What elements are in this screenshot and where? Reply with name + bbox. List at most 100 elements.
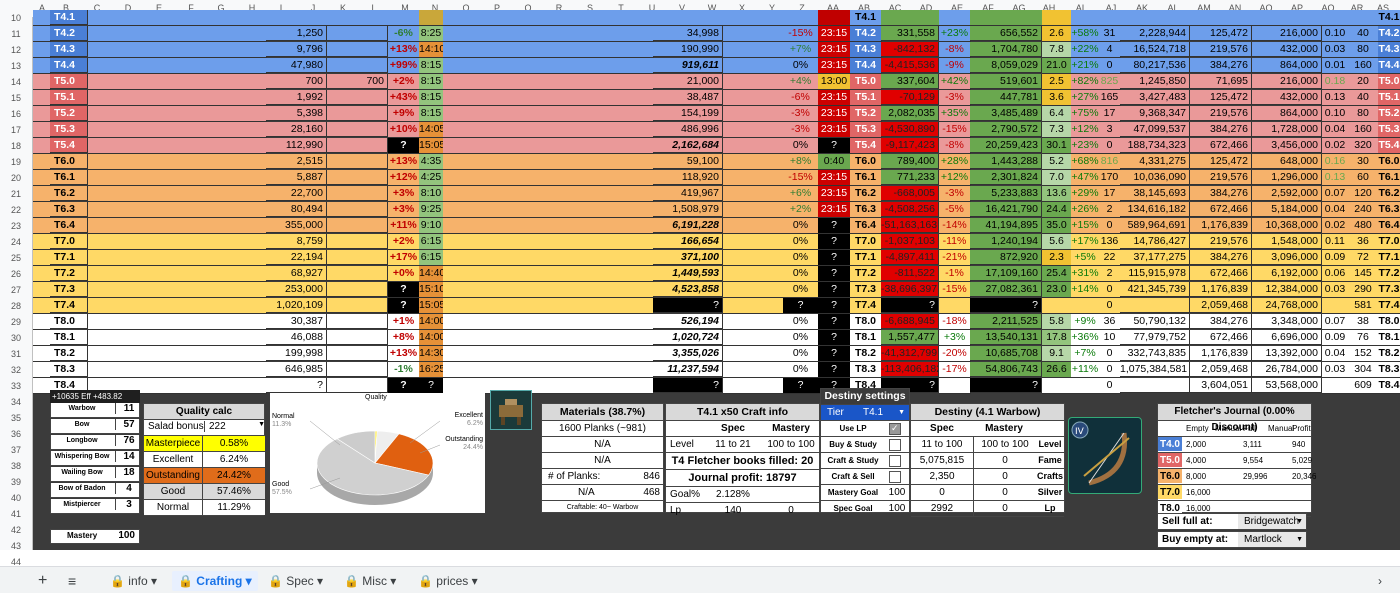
cost-cell[interactable]: 125,472 <box>1190 26 1252 41</box>
tier-label[interactable]: T8.0 <box>850 314 882 330</box>
cell[interactable] <box>473 202 504 218</box>
price-change-cell[interactable]: +4% <box>783 74 819 90</box>
cell[interactable] <box>723 186 754 202</box>
row-header[interactable]: 43 <box>10 541 21 551</box>
manual-price-cell[interactable] <box>327 362 388 377</box>
profit-cell[interactable]: -113,406,182 <box>881 362 939 377</box>
ratio-cell[interactable]: 25.4 <box>1042 266 1072 282</box>
cell[interactable] <box>88 250 120 266</box>
cell[interactable] <box>623 298 654 314</box>
ratio-cell[interactable]: 7.0 <box>1042 170 1072 186</box>
row-header[interactable]: 36 <box>10 429 21 439</box>
setting-checkbox[interactable] <box>889 439 901 451</box>
cell[interactable] <box>593 10 624 26</box>
journal-profit-cell[interactable]: 54,806,743 <box>970 362 1042 377</box>
profit-pct-cell[interactable]: -8% <box>939 42 971 58</box>
journal-empty-price[interactable]: 16,000 <box>1186 504 1211 513</box>
cell[interactable] <box>88 330 120 346</box>
cell[interactable] <box>213 170 245 186</box>
profit-pct-cell[interactable]: +35% <box>939 106 971 122</box>
column-header-z[interactable]: Z <box>799 3 805 13</box>
profit-pct-cell[interactable]: -9% <box>939 58 971 74</box>
silver-cell[interactable]: 2,592,000 <box>1252 186 1322 201</box>
column-header-an[interactable]: AN <box>1228 3 1242 13</box>
cost-cell[interactable]: 384,276 <box>1190 314 1252 329</box>
cell[interactable] <box>244 314 267 330</box>
ratio-pct-cell[interactable]: +23% <box>1071 138 1100 154</box>
cell[interactable] <box>150 42 183 58</box>
sell-time-cell[interactable]: 13:00 <box>818 74 851 90</box>
tier-label[interactable]: T7.2 <box>50 266 88 281</box>
manual-price-cell[interactable] <box>327 106 388 121</box>
silver-cell[interactable]: 216,000 <box>1252 74 1322 89</box>
tier-label[interactable]: T6.3 <box>1378 202 1400 218</box>
time-cell[interactable]: 15:10 <box>419 282 444 298</box>
change-cell[interactable]: +17% <box>388 250 420 266</box>
cell[interactable] <box>623 10 654 26</box>
ratio-pct-cell[interactable]: +82% <box>1071 74 1100 90</box>
tier-label[interactable]: T4.4 <box>850 58 882 74</box>
price-cell[interactable]: 28,160 <box>266 122 327 137</box>
time-cell[interactable]: 8:15 <box>419 74 444 90</box>
total-cost-cell[interactable]: ? <box>653 378 723 393</box>
change-cell[interactable]: +13% <box>388 42 420 58</box>
tier-label[interactable]: T8.4 <box>50 378 88 393</box>
profit-cell[interactable]: 337,604 <box>881 74 939 89</box>
price-cell[interactable]: 46,088 <box>266 330 327 345</box>
journal-full-price[interactable]: 29,996 <box>1243 472 1268 481</box>
books-cell[interactable]: 320 <box>1348 138 1379 154</box>
sell-time-cell[interactable]: ? <box>818 250 851 266</box>
journal-profit-cell[interactable]: 656,552 <box>970 26 1042 41</box>
cost-cell[interactable]: 219,576 <box>1190 42 1252 57</box>
tier-label[interactable]: T6.0 <box>1378 154 1400 170</box>
ratio-cell[interactable]: 35.0 <box>1042 218 1072 234</box>
cell[interactable] <box>563 218 594 234</box>
manual-price-cell[interactable] <box>327 26 388 41</box>
manual-price-cell[interactable] <box>327 234 388 249</box>
fame-cell[interactable]: 14,786,427 <box>1120 234 1190 249</box>
cell[interactable] <box>443 330 474 346</box>
cell[interactable] <box>563 250 594 266</box>
cell[interactable] <box>182 26 214 42</box>
silver-cell[interactable]: 3,348,000 <box>1252 314 1322 329</box>
cell[interactable] <box>753 138 784 154</box>
tier-label[interactable]: T7.1 <box>50 250 88 265</box>
cell[interactable] <box>150 346 183 362</box>
cell[interactable] <box>213 250 245 266</box>
cell[interactable] <box>593 138 624 154</box>
tier-label[interactable]: T6.0 <box>50 154 88 169</box>
cell[interactable] <box>503 362 564 378</box>
cost-cell[interactable]: 71,695 <box>1190 74 1252 89</box>
row-header[interactable]: 10 <box>10 13 21 23</box>
rate-cell[interactable]: 0.01 <box>1322 58 1349 74</box>
profit-cell[interactable]: 2,082,035 <box>881 106 939 121</box>
cell[interactable] <box>244 154 267 170</box>
profit-pct-cell[interactable]: -11% <box>939 234 971 250</box>
profit-pct-cell[interactable]: +23% <box>939 26 971 42</box>
total-cost-cell[interactable]: 59,100 <box>653 154 723 169</box>
cell[interactable] <box>563 106 594 122</box>
change-cell[interactable]: ? <box>388 298 420 314</box>
ratio-pct-cell[interactable]: +11% <box>1071 362 1100 378</box>
silver-cell[interactable]: 53,568,000 <box>1252 378 1322 393</box>
tier-label[interactable]: T7.1 <box>850 250 882 266</box>
cell[interactable] <box>213 106 245 122</box>
column-header-u[interactable]: U <box>648 3 656 13</box>
cell[interactable] <box>723 202 754 218</box>
cell[interactable] <box>593 202 624 218</box>
sell-time-cell[interactable]: ? <box>818 218 851 234</box>
column-header-w[interactable]: W <box>707 3 717 13</box>
change-cell[interactable]: +8% <box>388 330 420 346</box>
silver-cell[interactable]: 3,456,000 <box>1252 138 1322 153</box>
cell[interactable] <box>150 202 183 218</box>
profit-cell[interactable]: -38,696,397 <box>881 282 939 297</box>
row-header[interactable]: 44 <box>10 557 21 567</box>
cell[interactable] <box>213 330 245 346</box>
cell[interactable] <box>119 170 151 186</box>
cell[interactable] <box>33 10 51 26</box>
cell[interactable] <box>119 90 151 106</box>
row-header[interactable]: 38 <box>10 461 21 471</box>
cell[interactable] <box>150 10 183 26</box>
change-cell[interactable]: +12% <box>388 170 420 186</box>
ratio-pct-cell[interactable]: +31% <box>1071 266 1100 282</box>
